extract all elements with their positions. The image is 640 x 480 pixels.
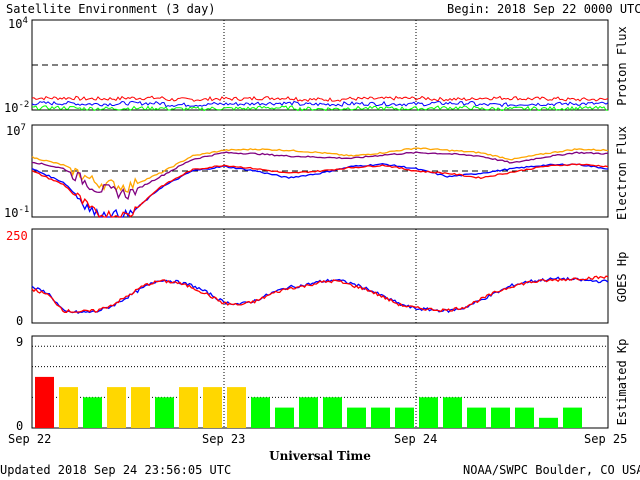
begin-value: 2018 Sep 22 0000 UTC: [497, 2, 640, 16]
electron-flux-ylabel: Electron Flux: [615, 126, 629, 220]
goes-hp-series-line: [31, 275, 609, 313]
page-title: Satellite Environment (3 day): [6, 2, 216, 16]
xtick-sep25: Sep 25: [584, 432, 627, 446]
electron-series-line: [31, 163, 609, 218]
updated-timestamp: Updated 2018 Sep 24 23:56:05 UTC: [0, 463, 231, 477]
kp-bar: [203, 387, 222, 428]
electron-series-line: [31, 163, 609, 218]
proton-series-line: [31, 100, 609, 108]
kp-bar: [83, 397, 102, 428]
kp-ylabel: Estimated Kp: [615, 339, 629, 426]
kp-bar: [131, 387, 150, 428]
kp-ytick-bottom: 0: [16, 419, 23, 433]
electron-ytick-bottom: 10-1: [4, 205, 29, 220]
kp-bar: [347, 407, 366, 428]
xtick-sep24: Sep 24: [394, 432, 437, 446]
electron-series-line: [31, 151, 609, 201]
goes-ytick-bottom: 0: [16, 314, 23, 328]
goes-ytick-top: 250: [6, 229, 28, 243]
xtick-sep23: Sep 23: [202, 432, 245, 446]
proton-ytick-bottom: 10-2: [4, 100, 29, 115]
kp-bar: [491, 407, 510, 428]
xtick-sep22: Sep 22: [8, 432, 51, 446]
proton-series-line: [31, 105, 609, 112]
credit-text: NOAA/SWPC Boulder, CO USA: [463, 463, 640, 477]
kp-bar: [251, 397, 270, 428]
goes-hp-panel-frame: [31, 228, 609, 324]
kp-bar: [227, 387, 246, 428]
kp-bar: [443, 397, 462, 428]
goes-hp-ylabel: GOES Hp: [615, 252, 629, 303]
electron-ytick-top: 107: [6, 123, 26, 138]
kp-bar: [395, 407, 414, 428]
kp-bar: [467, 407, 486, 428]
kp-bar: [179, 387, 198, 428]
kp-bar: [539, 417, 558, 428]
kp-bar: [107, 387, 126, 428]
kp-bar: [299, 397, 318, 428]
kp-ytick-top: 9: [16, 335, 23, 349]
proton-flux-panel-frame: [31, 19, 609, 111]
kp-bar: [371, 407, 390, 428]
kp-bar: [563, 407, 582, 428]
kp-panel-frame: [31, 335, 609, 429]
proton-series-line: [31, 95, 609, 103]
kp-bar: [419, 397, 438, 428]
kp-bar: [323, 397, 342, 428]
xaxis-title: Universal Time: [269, 449, 371, 463]
kp-bar: [515, 407, 534, 428]
proton-flux-ylabel: Proton Flux: [615, 26, 629, 105]
kp-bar: [59, 387, 78, 428]
begin-label: Begin:: [447, 2, 490, 16]
electron-series-line: [31, 147, 609, 193]
kp-bar: [275, 407, 294, 428]
proton-ytick-top: 104: [8, 16, 28, 31]
kp-bar: [155, 397, 174, 428]
kp-bar: [35, 376, 54, 428]
